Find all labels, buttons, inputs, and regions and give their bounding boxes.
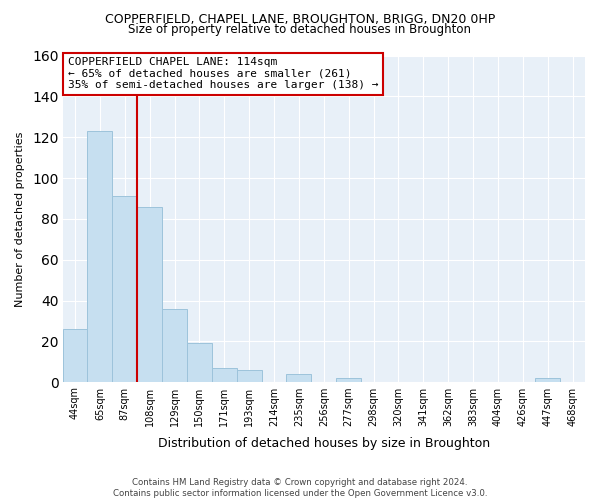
Bar <box>336 378 361 382</box>
Bar <box>187 344 212 382</box>
Y-axis label: Number of detached properties: Number of detached properties <box>15 131 25 306</box>
Text: Contains HM Land Registry data © Crown copyright and database right 2024.
Contai: Contains HM Land Registry data © Crown c… <box>113 478 487 498</box>
Bar <box>137 206 162 382</box>
Bar <box>237 370 262 382</box>
Bar <box>112 196 137 382</box>
Text: COPPERFIELD, CHAPEL LANE, BROUGHTON, BRIGG, DN20 0HP: COPPERFIELD, CHAPEL LANE, BROUGHTON, BRI… <box>105 12 495 26</box>
Bar <box>62 329 88 382</box>
X-axis label: Distribution of detached houses by size in Broughton: Distribution of detached houses by size … <box>158 437 490 450</box>
Bar <box>535 378 560 382</box>
Bar <box>88 131 112 382</box>
Bar <box>286 374 311 382</box>
Text: COPPERFIELD CHAPEL LANE: 114sqm
← 65% of detached houses are smaller (261)
35% o: COPPERFIELD CHAPEL LANE: 114sqm ← 65% of… <box>68 57 379 90</box>
Bar <box>212 368 237 382</box>
Text: Size of property relative to detached houses in Broughton: Size of property relative to detached ho… <box>128 22 472 36</box>
Bar <box>162 308 187 382</box>
